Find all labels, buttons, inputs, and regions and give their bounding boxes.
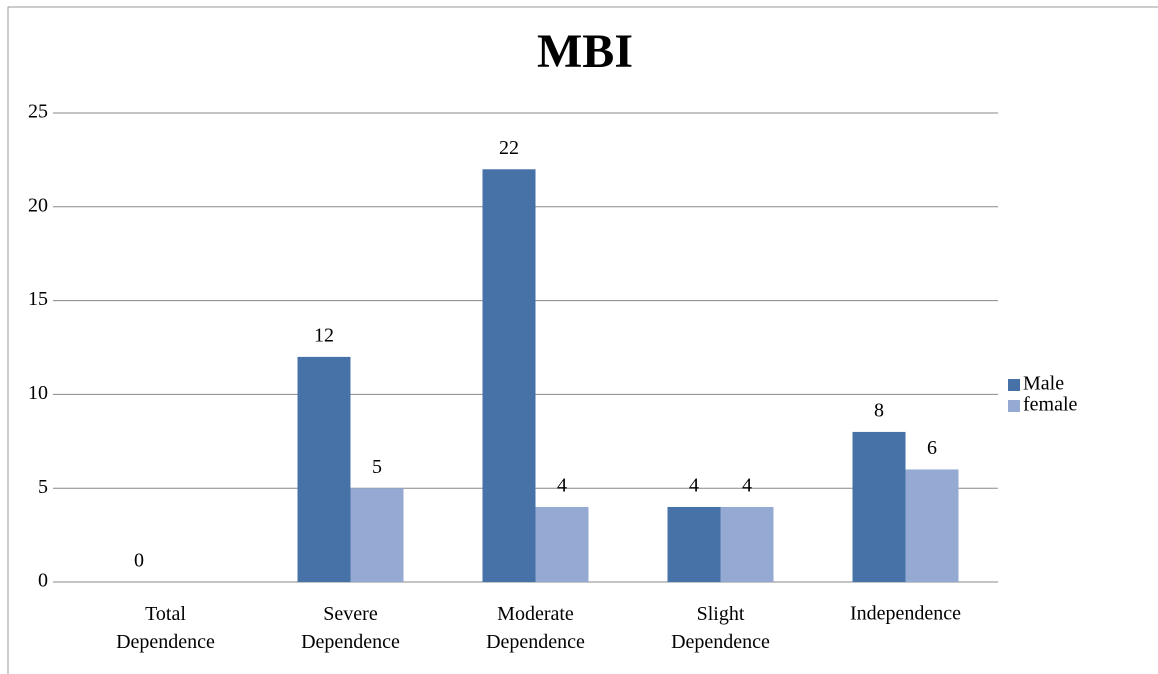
legend-swatch bbox=[1008, 400, 1020, 412]
data-label: 4 bbox=[557, 475, 567, 497]
y-tick-label: 25 bbox=[28, 101, 48, 123]
bar bbox=[535, 506, 589, 582]
data-label: 6 bbox=[927, 437, 937, 459]
bar bbox=[350, 488, 404, 582]
y-tick-label: 10 bbox=[28, 382, 48, 404]
bar bbox=[905, 469, 959, 582]
y-tick-label: 0 bbox=[38, 570, 48, 592]
x-tick-label: Severe Dependence bbox=[301, 603, 400, 653]
data-label: 12 bbox=[314, 324, 334, 346]
legend-swatch bbox=[1008, 379, 1020, 391]
bar bbox=[852, 431, 906, 582]
data-label: 5 bbox=[372, 456, 382, 478]
bar bbox=[667, 506, 721, 582]
x-tick-label: Total Dependence bbox=[116, 603, 215, 653]
data-label: 0 bbox=[134, 550, 144, 572]
y-tick-label: 15 bbox=[28, 288, 48, 310]
frame bbox=[7, 6, 1158, 674]
chart-title: MBI bbox=[537, 25, 633, 78]
y-tick-label: 5 bbox=[38, 476, 48, 498]
x-tick-label: Moderate Dependence bbox=[486, 603, 585, 653]
data-label: 4 bbox=[689, 475, 699, 497]
data-label: 8 bbox=[874, 400, 884, 422]
x-tick-label: Slight Dependence bbox=[671, 603, 770, 653]
legend-label: Male bbox=[1023, 373, 1064, 395]
legend-label: female bbox=[1023, 394, 1078, 416]
bar bbox=[297, 356, 351, 582]
y-tick-label: 20 bbox=[28, 194, 48, 216]
data-label: 22 bbox=[499, 137, 519, 159]
data-label: 4 bbox=[742, 475, 752, 497]
bar bbox=[720, 506, 774, 582]
x-tick-label: Independence bbox=[850, 603, 961, 625]
bar bbox=[482, 169, 536, 582]
